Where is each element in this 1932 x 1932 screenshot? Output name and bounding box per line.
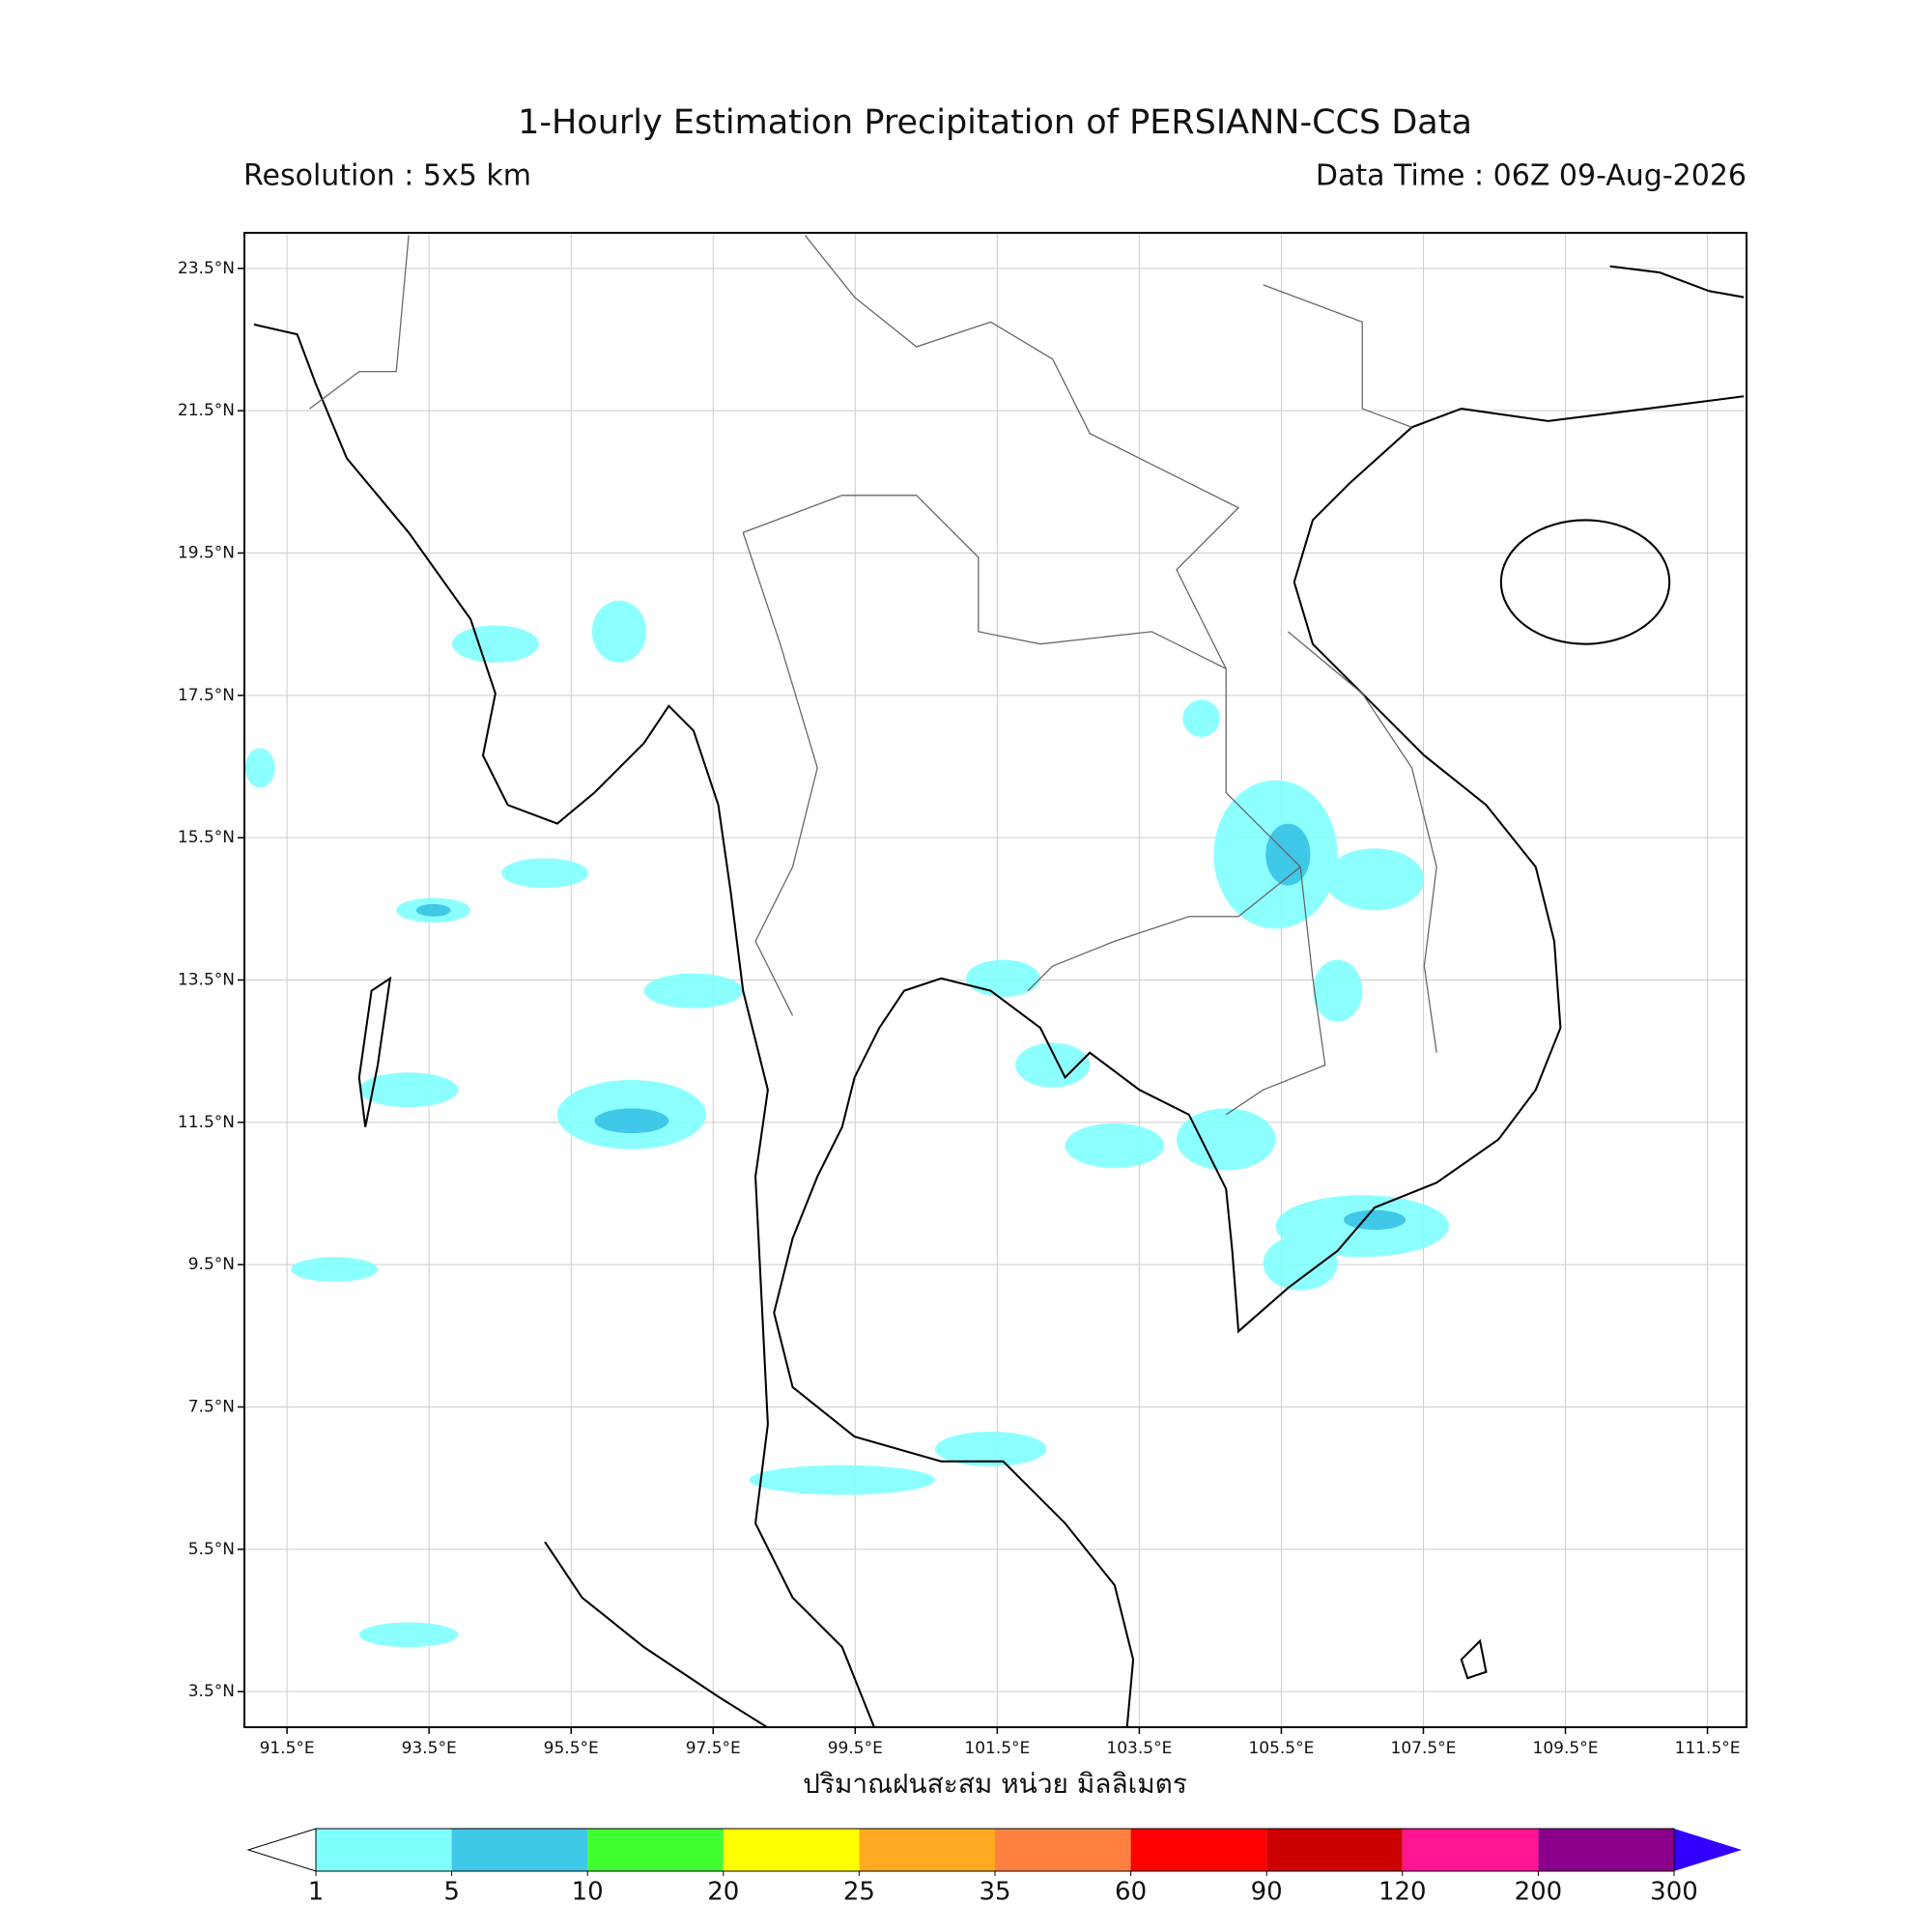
- coastlines: [253, 265, 1745, 1727]
- colorbar-segment: [1130, 1829, 1267, 1871]
- y-tick-label: 7.5°N: [188, 1398, 235, 1417]
- title: 1-Hourly Estimation Precipitation of PER…: [518, 103, 1472, 142]
- data-time: Data Time : 06Z 09-Aug-2026: [1316, 159, 1747, 193]
- colorbar-segment: [1402, 1829, 1539, 1871]
- borders: [309, 235, 1437, 1116]
- colorbar-label: 200: [1515, 1878, 1563, 1907]
- y-tick-label: 15.5°N: [178, 828, 235, 847]
- y-tick-label: 11.5°N: [178, 1113, 235, 1132]
- colorbar-label: 25: [843, 1878, 875, 1907]
- colorbar-segment: [859, 1829, 995, 1871]
- colorbar-over: [1674, 1829, 1742, 1871]
- colorbar-label: 35: [979, 1878, 1010, 1907]
- y-tick-label: 19.5°N: [178, 544, 235, 563]
- colorbar-label: 20: [707, 1878, 739, 1907]
- map-layer: [244, 235, 1745, 1727]
- x-tick-label: 101.5°E: [964, 1739, 1030, 1758]
- x-tick-label: 109.5°E: [1533, 1739, 1599, 1758]
- colorbar-segment: [723, 1829, 860, 1871]
- x-tick-label: 107.5°E: [1391, 1739, 1457, 1758]
- colorbar-label: 5: [443, 1878, 460, 1907]
- colorbar-under: [246, 1828, 317, 1872]
- x-tick-label: 103.5°E: [1106, 1739, 1172, 1758]
- resolution: Resolution : 5x5 km: [243, 159, 531, 193]
- rain-areas: [244, 600, 1449, 1648]
- x-tick-label: 105.5°E: [1248, 1739, 1314, 1758]
- colorbar-segment: [1538, 1829, 1674, 1871]
- y-tick-label: 23.5°N: [178, 259, 235, 278]
- colorbar-label: 1: [308, 1878, 325, 1907]
- y-tick-label: 17.5°N: [178, 686, 235, 705]
- x-axis-label: ปริมาณฝนสะสม หน่วย มิลลิเมตร: [803, 1768, 1187, 1800]
- grid: [244, 233, 1747, 1727]
- colorbar-segment: [1266, 1829, 1403, 1871]
- colorbar-label: 90: [1251, 1878, 1283, 1907]
- y-tick-label: 5.5°N: [188, 1540, 235, 1559]
- x-tick-label: 95.5°E: [544, 1739, 599, 1758]
- colorbar-label: 60: [1115, 1878, 1147, 1907]
- y-tick-label: 9.5°N: [188, 1255, 235, 1274]
- x-tick-label: 99.5°E: [828, 1739, 883, 1758]
- colorbar-segment: [995, 1829, 1131, 1871]
- colorbar-label: 300: [1650, 1878, 1698, 1907]
- map-drawing: [244, 235, 1745, 1727]
- colorbar-segment: [587, 1829, 724, 1871]
- colorbar-label: 10: [572, 1878, 604, 1907]
- x-tick-label: 97.5°E: [686, 1739, 741, 1758]
- x-tick-label: 91.5°E: [260, 1739, 315, 1758]
- x-tick-label: 93.5°E: [402, 1739, 457, 1758]
- x-tick-label: 111.5°E: [1675, 1739, 1741, 1758]
- colorbar-segment: [316, 1829, 452, 1871]
- ticks: 91.5°E 93.5°E 95.5°E 97.5°E 99.5°E 101.5°E 103…: [178, 259, 1741, 1758]
- y-tick-label: 21.5°N: [178, 401, 235, 420]
- colorbar-label: 120: [1378, 1878, 1427, 1907]
- colorbar: 1 5 10 20 25 35 60 90 120 200 300: [246, 1828, 1742, 1907]
- y-tick-label: 3.5°N: [188, 1682, 235, 1701]
- colorbar-segment: [451, 1829, 588, 1871]
- y-tick-label: 13.5°N: [178, 971, 235, 990]
